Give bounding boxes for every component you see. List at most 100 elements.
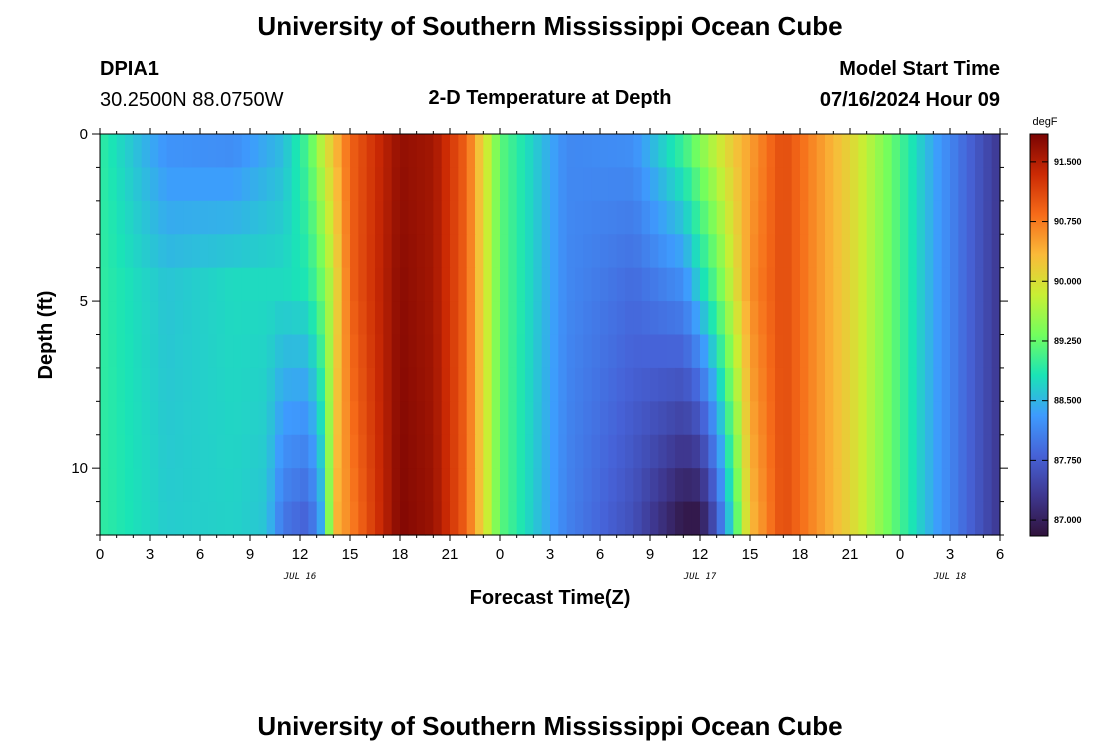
heatmap-cell xyxy=(291,167,301,202)
x-tick-label: 0 xyxy=(496,546,504,563)
heatmap-cell xyxy=(300,468,309,503)
x-tick-label: 15 xyxy=(742,546,759,563)
heatmap-cell xyxy=(283,501,293,536)
heatmap-cell xyxy=(641,134,651,169)
heatmap-cell xyxy=(233,468,243,503)
heatmap-cell xyxy=(500,434,509,469)
heatmap-cell xyxy=(883,200,893,235)
x-tick-label: 3 xyxy=(946,546,954,563)
heatmap-cell xyxy=(883,167,893,202)
heatmap-cell xyxy=(325,234,334,269)
heatmap-cell xyxy=(658,501,668,536)
heatmap-cell xyxy=(400,401,409,436)
heatmap-cell xyxy=(425,501,434,536)
heatmap-cell xyxy=(341,401,351,436)
heatmap-cell xyxy=(566,401,576,436)
heatmap-cell xyxy=(400,434,409,469)
heatmap-cell xyxy=(933,401,943,436)
heatmap-cell xyxy=(716,401,726,436)
heatmap-cell xyxy=(500,334,509,369)
heatmap-cell xyxy=(516,167,526,202)
heatmap-cell xyxy=(925,301,934,336)
heatmap-cell xyxy=(308,401,318,436)
heatmap-cell xyxy=(508,367,518,402)
heatmap-cell xyxy=(866,434,876,469)
heatmap-cell xyxy=(241,468,251,503)
heatmap-cell xyxy=(333,301,343,336)
heatmap-cell xyxy=(350,367,359,402)
heatmap-cell xyxy=(791,301,801,336)
heatmap-cell xyxy=(150,434,159,469)
x-tick-label: 3 xyxy=(546,546,554,563)
heatmap-cell xyxy=(450,134,459,169)
heatmap-cell xyxy=(966,334,976,369)
x-axis: 0 3 6 9 12 15 18 21 0 3 6 9 12 15 18 21 0 3 6 JUL 16 JUL 17 J… xyxy=(96,128,1004,582)
heatmap-cell xyxy=(375,234,384,269)
heatmap-cell xyxy=(108,468,118,503)
heatmap-cell xyxy=(891,468,901,503)
heatmap-cell xyxy=(541,167,551,202)
heatmap-cell xyxy=(541,501,551,536)
heatmap-cell xyxy=(100,200,109,235)
heatmap-cell xyxy=(633,267,643,302)
heatmap-cell xyxy=(991,267,1001,302)
heatmap-cell xyxy=(583,200,593,235)
heatmap-cell xyxy=(375,434,384,469)
heatmap-cell xyxy=(100,267,109,302)
model-start-label: Model Start Time xyxy=(839,58,1000,80)
heatmap-cell xyxy=(283,367,293,402)
heatmap-cell xyxy=(941,167,951,202)
heatmap-cell xyxy=(166,301,176,336)
heatmap-cell xyxy=(433,468,443,503)
heatmap-cell xyxy=(841,167,851,202)
heatmap-cell xyxy=(108,334,118,369)
heatmap-cell xyxy=(866,167,876,202)
heatmap-cell xyxy=(308,434,318,469)
heatmap-cell xyxy=(116,367,126,402)
heatmap-cell xyxy=(958,401,968,436)
heatmap-cell xyxy=(516,267,526,302)
heatmap-cell xyxy=(283,234,293,269)
heatmap-cell xyxy=(833,267,843,302)
heatmap-cell xyxy=(908,334,918,369)
heatmap-cell xyxy=(725,501,734,536)
heatmap-cell xyxy=(175,334,184,369)
heatmap-cell xyxy=(808,234,818,269)
heatmap-cell xyxy=(966,367,976,402)
heatmap-cell xyxy=(316,167,326,202)
heatmap-cell xyxy=(500,267,509,302)
heatmap-cell xyxy=(258,401,268,436)
heatmap-cell xyxy=(491,468,501,503)
heatmap-cell xyxy=(508,234,518,269)
heatmap-cell xyxy=(183,367,193,402)
heatmap-cell xyxy=(175,167,184,202)
heatmap-cell xyxy=(975,267,984,302)
heatmap-cell xyxy=(616,434,626,469)
heatmap-cell xyxy=(941,501,951,536)
heatmap-cell xyxy=(583,334,593,369)
heatmap-cell xyxy=(133,401,143,436)
heatmap-cell xyxy=(250,167,259,202)
heatmap-cell xyxy=(433,434,443,469)
heatmap-cell xyxy=(233,434,243,469)
heatmap-cell xyxy=(391,401,401,436)
heatmap-cell xyxy=(875,334,884,369)
heatmap-cell xyxy=(591,234,601,269)
heatmap-cell xyxy=(766,334,776,369)
heatmap-cell xyxy=(241,167,251,202)
heatmap-cell xyxy=(966,401,976,436)
heatmap-cell xyxy=(366,134,376,169)
heatmap-cell xyxy=(641,234,651,269)
heatmap-cell xyxy=(200,367,209,402)
heatmap-cell xyxy=(250,301,259,336)
heatmap-cell xyxy=(733,200,743,235)
heatmap-cell xyxy=(233,167,243,202)
heatmap-cell xyxy=(275,134,284,169)
heatmap-cell xyxy=(566,267,576,302)
heatmap-cell xyxy=(100,301,109,336)
heatmap-cell xyxy=(950,267,959,302)
heatmap-cell xyxy=(908,200,918,235)
heatmap-cell xyxy=(166,234,176,269)
heatmap-cell xyxy=(216,267,226,302)
heatmap-cell xyxy=(666,200,676,235)
